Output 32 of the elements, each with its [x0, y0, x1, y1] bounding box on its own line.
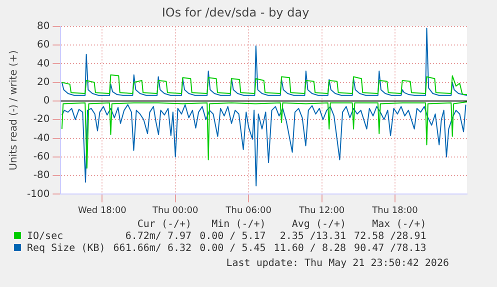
text: 72.58 /28.91 — [353, 231, 428, 243]
y-tick-label: 20 — [36, 76, 50, 88]
y-tick-label: 80 — [36, 20, 50, 32]
legend-label: Req Size (KB) — [26, 243, 106, 255]
text: Cur (-/+) — [136, 219, 193, 231]
text: Avg (-/+) — [290, 219, 348, 231]
x-tick-label: Thu 00:00 — [152, 206, 199, 216]
text: Min (-/+) — [210, 219, 267, 231]
x-tick-label: Thu 18:00 — [371, 206, 418, 216]
x-tick-label: Thu 06:00 — [224, 206, 272, 216]
text: 11.60 / 8.28 — [272, 243, 348, 255]
y-tick-label: 40 — [36, 58, 50, 70]
y-tick-label: 60 — [36, 40, 50, 51]
text: Max (-/+) — [371, 219, 428, 231]
text: 2.35 /13.31 — [278, 231, 348, 243]
x-tick-label: Wed 18:00 — [78, 206, 127, 216]
text: 6.72m/ 7.97 — [124, 231, 193, 243]
legend-label: IO/sec — [26, 231, 64, 243]
chart-title: IOs for /dev/sda - by day — [162, 5, 310, 20]
text: Last update: Thu May 21 23:50:42 2026 — [226, 258, 449, 269]
text: 0.00 / 5.45 — [198, 243, 267, 255]
y-tick-label: -40 — [33, 132, 50, 144]
y-tick-label: 0 — [43, 96, 50, 107]
y-axis-title: Units read (-) / write (+) — [8, 50, 20, 170]
y-tick-label: -60 — [33, 152, 50, 163]
text: 90.47 /78.13 — [353, 243, 428, 255]
x-tick-label: Thu 12:00 — [298, 206, 345, 216]
y-tick-label: -80 — [33, 170, 50, 182]
text: 661.66m/ 6.32 — [112, 243, 193, 255]
text: 0.00 / 5.17 — [198, 231, 267, 243]
y-tick-label: -20 — [33, 114, 50, 126]
y-tick-label: -100 — [26, 188, 50, 200]
